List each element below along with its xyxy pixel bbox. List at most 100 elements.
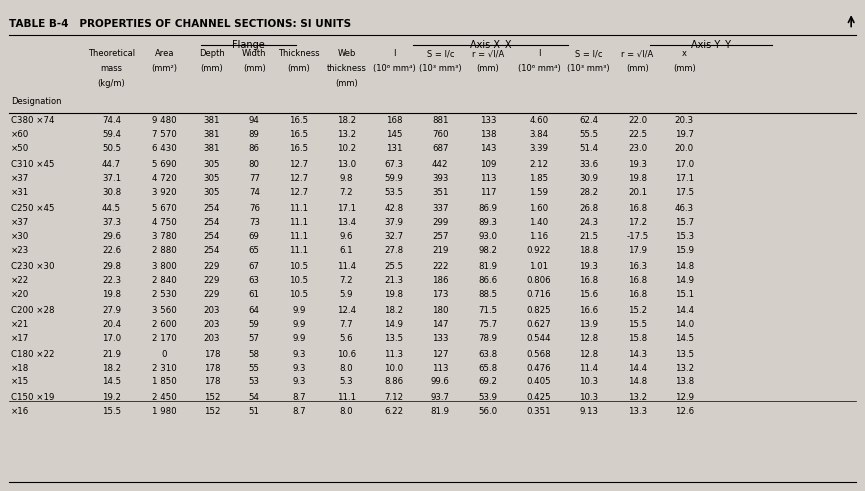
Text: 37.9: 37.9 <box>385 218 403 227</box>
Text: 3 800: 3 800 <box>152 262 176 271</box>
Text: 61: 61 <box>249 290 260 299</box>
Text: 94: 94 <box>249 116 260 125</box>
Text: 63.8: 63.8 <box>478 350 497 358</box>
Text: 381: 381 <box>203 130 221 139</box>
Text: r = √I/A: r = √I/A <box>621 49 654 58</box>
Text: 8.0: 8.0 <box>340 408 353 416</box>
Text: 203: 203 <box>203 305 221 315</box>
Text: Area: Area <box>155 49 174 58</box>
Text: 16.5: 16.5 <box>289 116 309 125</box>
Text: 53.9: 53.9 <box>478 393 497 403</box>
Text: 81.9: 81.9 <box>478 262 497 271</box>
Text: 24.3: 24.3 <box>579 218 599 227</box>
Text: 57: 57 <box>249 333 260 343</box>
Text: 17.5: 17.5 <box>675 188 694 197</box>
Text: 133: 133 <box>479 116 497 125</box>
Text: 1.59: 1.59 <box>529 188 548 197</box>
Text: 16.8: 16.8 <box>579 275 599 285</box>
Text: C200 ×28: C200 ×28 <box>11 305 54 315</box>
Text: 21.3: 21.3 <box>384 275 404 285</box>
Text: 13.8: 13.8 <box>675 378 694 386</box>
Text: 18.2: 18.2 <box>102 363 121 373</box>
Text: 14.0: 14.0 <box>675 320 694 328</box>
Text: 178: 178 <box>203 363 221 373</box>
Text: 93.7: 93.7 <box>431 393 450 403</box>
Text: ×20: ×20 <box>11 290 29 299</box>
Text: 14.8: 14.8 <box>628 378 647 386</box>
Text: 11.4: 11.4 <box>579 363 599 373</box>
Text: 1.16: 1.16 <box>529 232 548 241</box>
Text: 51.4: 51.4 <box>579 144 599 153</box>
Text: (mm): (mm) <box>477 64 499 73</box>
Text: 10.6: 10.6 <box>336 350 356 358</box>
Text: 15.9: 15.9 <box>675 246 694 255</box>
Text: 117: 117 <box>479 188 497 197</box>
Text: 442: 442 <box>432 160 449 169</box>
Text: 11.1: 11.1 <box>289 218 309 227</box>
Text: 138: 138 <box>479 130 497 139</box>
Text: 56.0: 56.0 <box>478 408 497 416</box>
Text: 23.0: 23.0 <box>628 144 647 153</box>
Text: 86: 86 <box>249 144 260 153</box>
Text: x: x <box>682 49 687 58</box>
Text: 2 310: 2 310 <box>152 363 176 373</box>
Text: 0.351: 0.351 <box>527 408 551 416</box>
Text: 18.2: 18.2 <box>336 116 356 125</box>
Text: 74.4: 74.4 <box>102 116 121 125</box>
Text: thickness: thickness <box>326 64 367 73</box>
Text: 305: 305 <box>203 174 221 183</box>
Text: 5.6: 5.6 <box>340 333 353 343</box>
Text: 15.5: 15.5 <box>102 408 121 416</box>
Text: 2 530: 2 530 <box>152 290 176 299</box>
Text: 5 670: 5 670 <box>152 204 176 213</box>
Text: 113: 113 <box>479 174 497 183</box>
Text: 881: 881 <box>432 116 449 125</box>
Text: 14.8: 14.8 <box>675 262 694 271</box>
Text: 67.3: 67.3 <box>384 160 404 169</box>
Text: 67: 67 <box>249 262 260 271</box>
Text: 20.3: 20.3 <box>675 116 694 125</box>
Text: 12.7: 12.7 <box>289 188 309 197</box>
Text: 0.544: 0.544 <box>527 333 551 343</box>
Text: 15.3: 15.3 <box>675 232 694 241</box>
Text: 5.3: 5.3 <box>340 378 353 386</box>
Text: 11.1: 11.1 <box>289 232 309 241</box>
Text: 26.8: 26.8 <box>579 204 599 213</box>
Text: 13.4: 13.4 <box>336 218 356 227</box>
Text: 180: 180 <box>432 305 449 315</box>
Text: ×18: ×18 <box>11 363 29 373</box>
Text: r = √I/A: r = √I/A <box>471 49 504 58</box>
Text: 93.0: 93.0 <box>478 232 497 241</box>
Text: 2 840: 2 840 <box>152 275 176 285</box>
Text: Designation: Designation <box>11 97 61 106</box>
Text: 10.2: 10.2 <box>336 144 356 153</box>
Text: 305: 305 <box>203 188 221 197</box>
Text: 12.8: 12.8 <box>579 333 599 343</box>
Text: 28.2: 28.2 <box>579 188 599 197</box>
Text: 2 170: 2 170 <box>152 333 176 343</box>
Text: 11.3: 11.3 <box>384 350 404 358</box>
Text: 9.9: 9.9 <box>292 320 305 328</box>
Text: 11.1: 11.1 <box>289 204 309 213</box>
Text: 2.12: 2.12 <box>529 160 548 169</box>
Text: 14.3: 14.3 <box>628 350 647 358</box>
Text: 11.1: 11.1 <box>336 393 356 403</box>
Text: 109: 109 <box>480 160 496 169</box>
Text: (10⁶ mm⁴): (10⁶ mm⁴) <box>517 64 561 73</box>
Text: C150 ×19: C150 ×19 <box>11 393 54 403</box>
Text: ×50: ×50 <box>11 144 29 153</box>
Text: ×17: ×17 <box>11 333 29 343</box>
Text: 17.9: 17.9 <box>628 246 647 255</box>
Text: 147: 147 <box>432 320 449 328</box>
Text: ×37: ×37 <box>11 218 29 227</box>
Text: 20.4: 20.4 <box>102 320 121 328</box>
Text: 89.3: 89.3 <box>478 218 497 227</box>
Text: 0.922: 0.922 <box>527 246 551 255</box>
Text: 59.4: 59.4 <box>102 130 121 139</box>
Text: 16.5: 16.5 <box>289 144 309 153</box>
Text: 14.9: 14.9 <box>385 320 403 328</box>
Text: 77: 77 <box>249 174 260 183</box>
Text: 1.40: 1.40 <box>529 218 548 227</box>
Text: 59.9: 59.9 <box>385 174 403 183</box>
Text: 145: 145 <box>386 130 402 139</box>
